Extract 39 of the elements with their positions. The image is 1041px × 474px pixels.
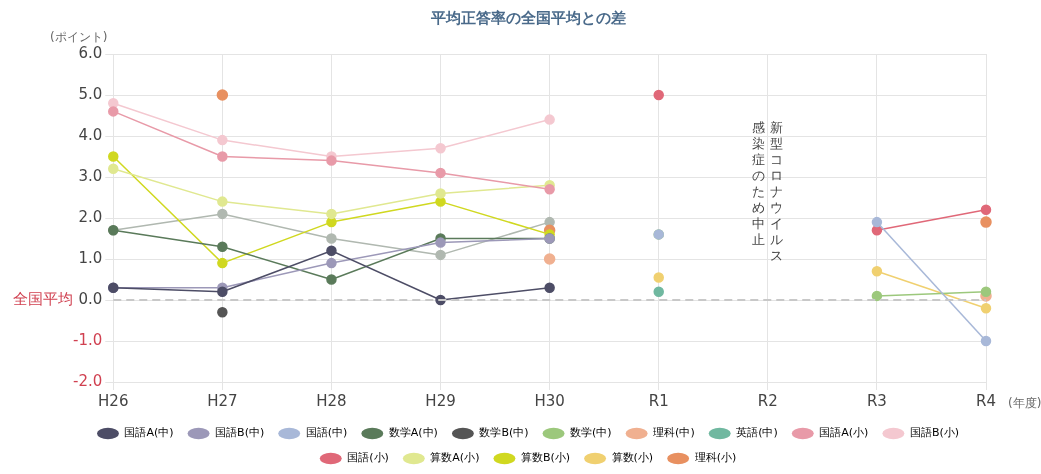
legend-label: 算数(小) [611,451,654,465]
legend-label: 理科(小) [694,451,737,465]
legend-label: 理科(中) [653,426,695,440]
legend-label: 国語B(中) [215,426,265,440]
legend-label: 国語(中) [305,426,348,440]
legend-label: 数学B(中) [479,426,529,440]
x-axis-title: (年度) [1008,396,1041,411]
legend-label: 英語(中) [736,426,778,440]
x-tick-label: R1 [648,391,669,410]
x-tick-label: H29 [425,391,456,410]
x-tick-label: R4 [976,391,996,410]
y-tick-label: 5.0 [78,84,103,103]
x-tick-label: H30 [534,391,565,410]
y-tick-label: 3.0 [78,166,103,185]
annotation: 感染症のため中止 [751,119,766,248]
legend-label: 算数B(小) [520,451,571,465]
y-tick-label: 1.0 [78,248,103,267]
x-tick-label: R3 [866,391,887,410]
legend-label: 算数A(小) [430,451,480,465]
y-axis-title: (ポイント) [50,30,108,45]
x-tick-label: H27 [207,391,238,410]
y-tick-label: -1.0 [72,330,103,349]
legend-label: 国語B(小) [909,426,960,440]
y-tick-label: -2.0 [72,371,103,390]
legend-label: 数学(中) [570,426,612,440]
chart-title: 平均正答率の全国平均との差 [429,8,626,27]
x-tick-label: H28 [316,391,347,410]
legend-label: 国語(小) [347,451,389,465]
y-tick-label: 0.0 [78,289,103,308]
y-tick-label: 2.0 [78,207,103,226]
text: 新型コロナウイルス [770,119,784,263]
legend-label: 国語A(中) [124,426,174,440]
y-tick-label: 6.0 [78,43,103,62]
x-tick-label: H26 [98,391,129,410]
legend-label: 数学A(中) [388,426,438,440]
x-tick-label: R2 [757,391,778,410]
ref-line-label: 全国平均 [13,289,74,308]
y-tick-label: 4.0 [78,125,103,144]
legend-label: 国語A(小) [819,426,869,440]
